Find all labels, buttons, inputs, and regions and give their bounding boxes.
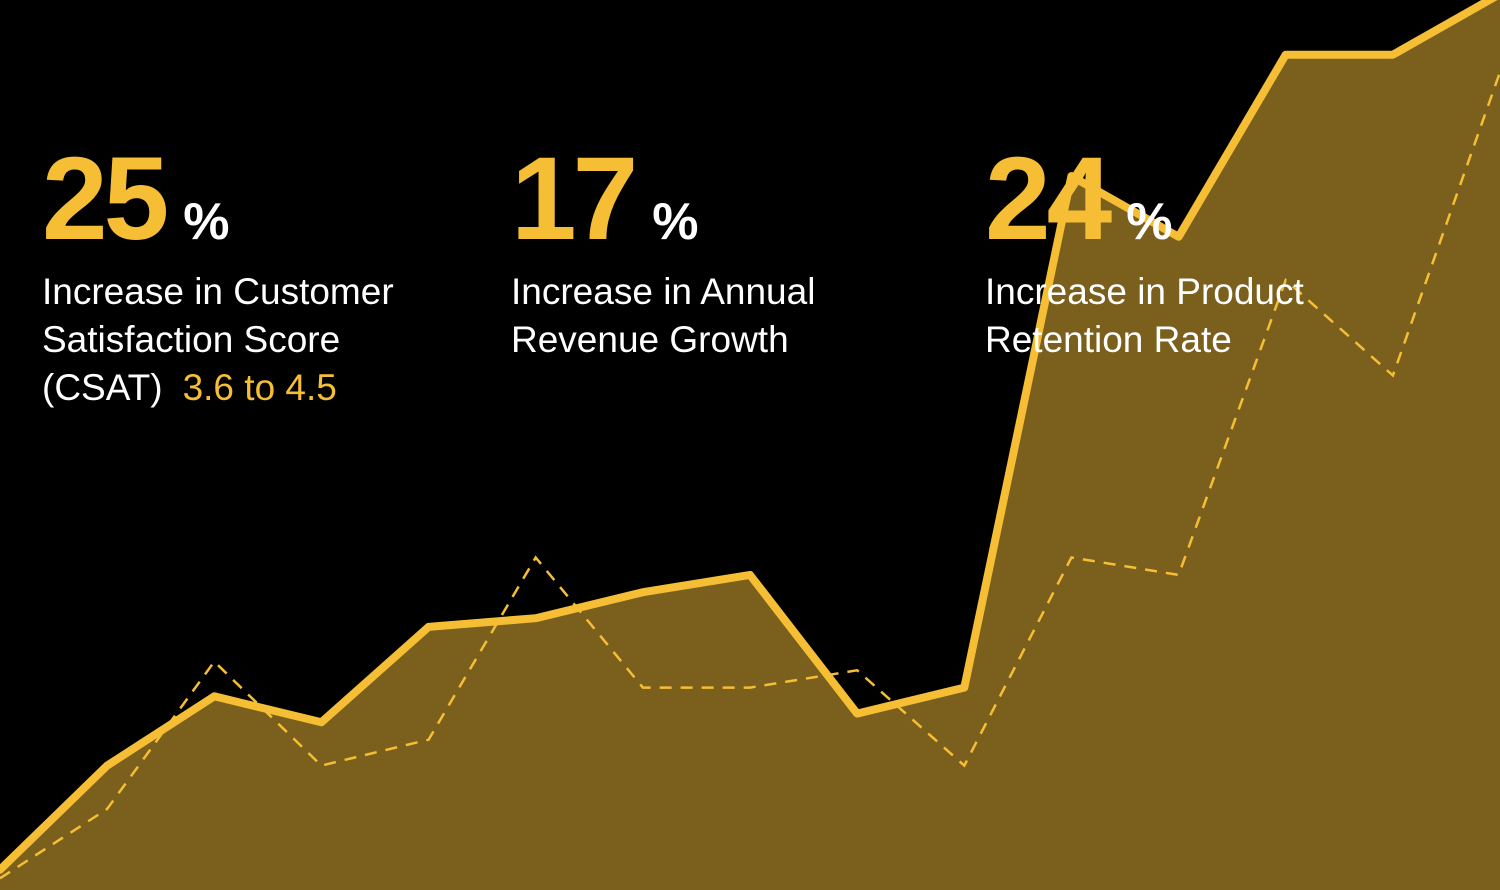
stat-description-line: (CSAT) 3.6 to 4.5 — [42, 364, 394, 412]
stat-description-line: Satisfaction Score — [42, 319, 341, 360]
stat-description-line: Revenue Growth — [511, 319, 789, 360]
stat-headline: 25 % — [42, 140, 394, 268]
dashed-series-line — [0, 71, 1500, 880]
stat-value: 25 — [42, 133, 169, 265]
stat-card-retention: 24 % Increase in Product Retention Rate — [985, 140, 1304, 364]
stat-value: 24 — [985, 133, 1112, 265]
stat-unit: % — [1126, 193, 1173, 251]
stat-unit: % — [652, 193, 699, 251]
stat-description: Increase in Customer Satisfaction Score … — [42, 268, 394, 412]
stat-description-line: Increase in Product — [985, 271, 1304, 312]
stat-description: Increase in Product Retention Rate — [985, 268, 1304, 364]
stat-value: 17 — [511, 133, 638, 265]
stat-description-text: (CSAT) — [42, 367, 163, 408]
stat-description-line: Increase in Customer — [42, 271, 394, 312]
stat-description-line: Retention Rate — [985, 319, 1232, 360]
csat-range-highlight: 3.6 to 4.5 — [182, 367, 337, 408]
stat-headline: 17 % — [511, 140, 815, 268]
stat-card-csat: 25 % Increase in Customer Satisfaction S… — [42, 140, 394, 412]
stat-headline: 24 % — [985, 140, 1304, 268]
stat-card-revenue: 17 % Increase in Annual Revenue Growth — [511, 140, 815, 364]
stat-description: Increase in Annual Revenue Growth — [511, 268, 815, 364]
stat-unit: % — [183, 193, 230, 251]
stat-description-line: Increase in Annual — [511, 271, 816, 312]
